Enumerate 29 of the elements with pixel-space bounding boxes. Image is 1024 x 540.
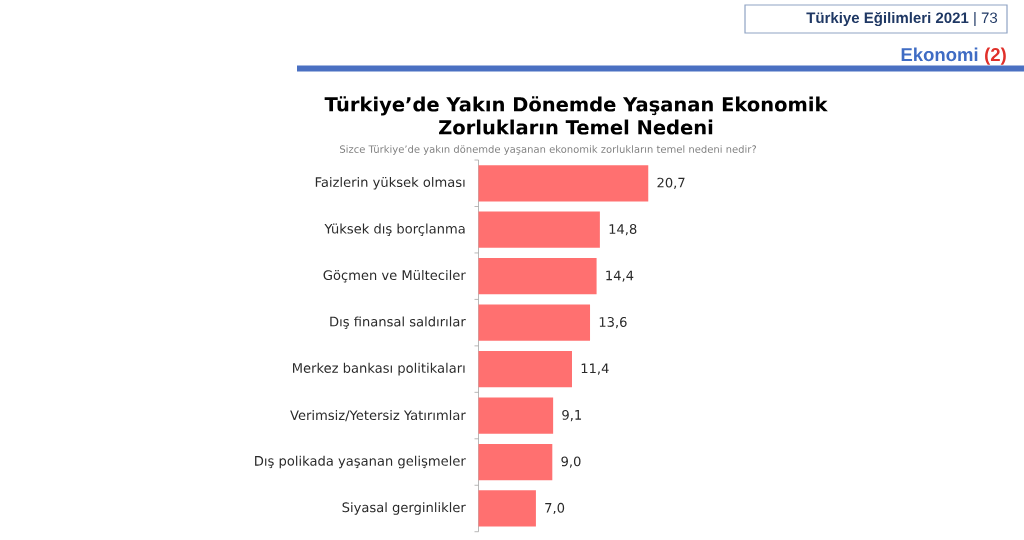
data-label: 20,7	[657, 177, 685, 189]
y-tick-label: Verimsiz/Yetersiz Yatırımlar	[290, 409, 466, 422]
data-label: 14,4	[606, 270, 634, 282]
bar	[478, 350, 572, 388]
y-tick-label: Merkez bankası politikaları	[293, 362, 465, 376]
bar	[478, 397, 554, 434]
y-tick-label: Dış finansal saldırılar	[330, 316, 466, 329]
bar	[478, 304, 591, 341]
text: Ekonomi	[901, 47, 978, 62]
data-label: 9,0	[561, 456, 581, 468]
bar	[478, 490, 536, 527]
y-tick-label: Göçmen ve Mülteciler	[323, 269, 466, 283]
text: Türkiye Eğilimleri 2021 | 73	[806, 11, 998, 27]
bar	[478, 211, 600, 248]
data-label: 14,8	[609, 224, 637, 236]
data-label: 9,1	[562, 409, 582, 422]
y-tick-label: Dış polikada yaşanan gelişmeler	[255, 455, 466, 469]
data-label: 7,0	[545, 502, 565, 515]
y-tick-label: Yüksek dış borçlanma	[324, 223, 465, 236]
bar	[478, 443, 553, 481]
bar	[478, 165, 649, 202]
y-tick-label: Faizlerin yüksek olması	[315, 176, 465, 190]
chart-subtitle: Sizce Türkiye’de yakın dönemde yaşanan ekonomik zorlukların temel nedeni nedir?	[340, 145, 757, 155]
y-tick-label: Siyasal gerginlikler	[342, 502, 466, 515]
chart-title: Türkiye’de Yakın Dönemde Yaşanan Ekonomik Zorlukların Temel Nedeni	[324, 96, 828, 135]
data-label: 13,6	[599, 317, 627, 329]
bar	[478, 258, 597, 295]
text: (2)	[985, 47, 1006, 65]
data-label: 11,4	[581, 363, 609, 375]
